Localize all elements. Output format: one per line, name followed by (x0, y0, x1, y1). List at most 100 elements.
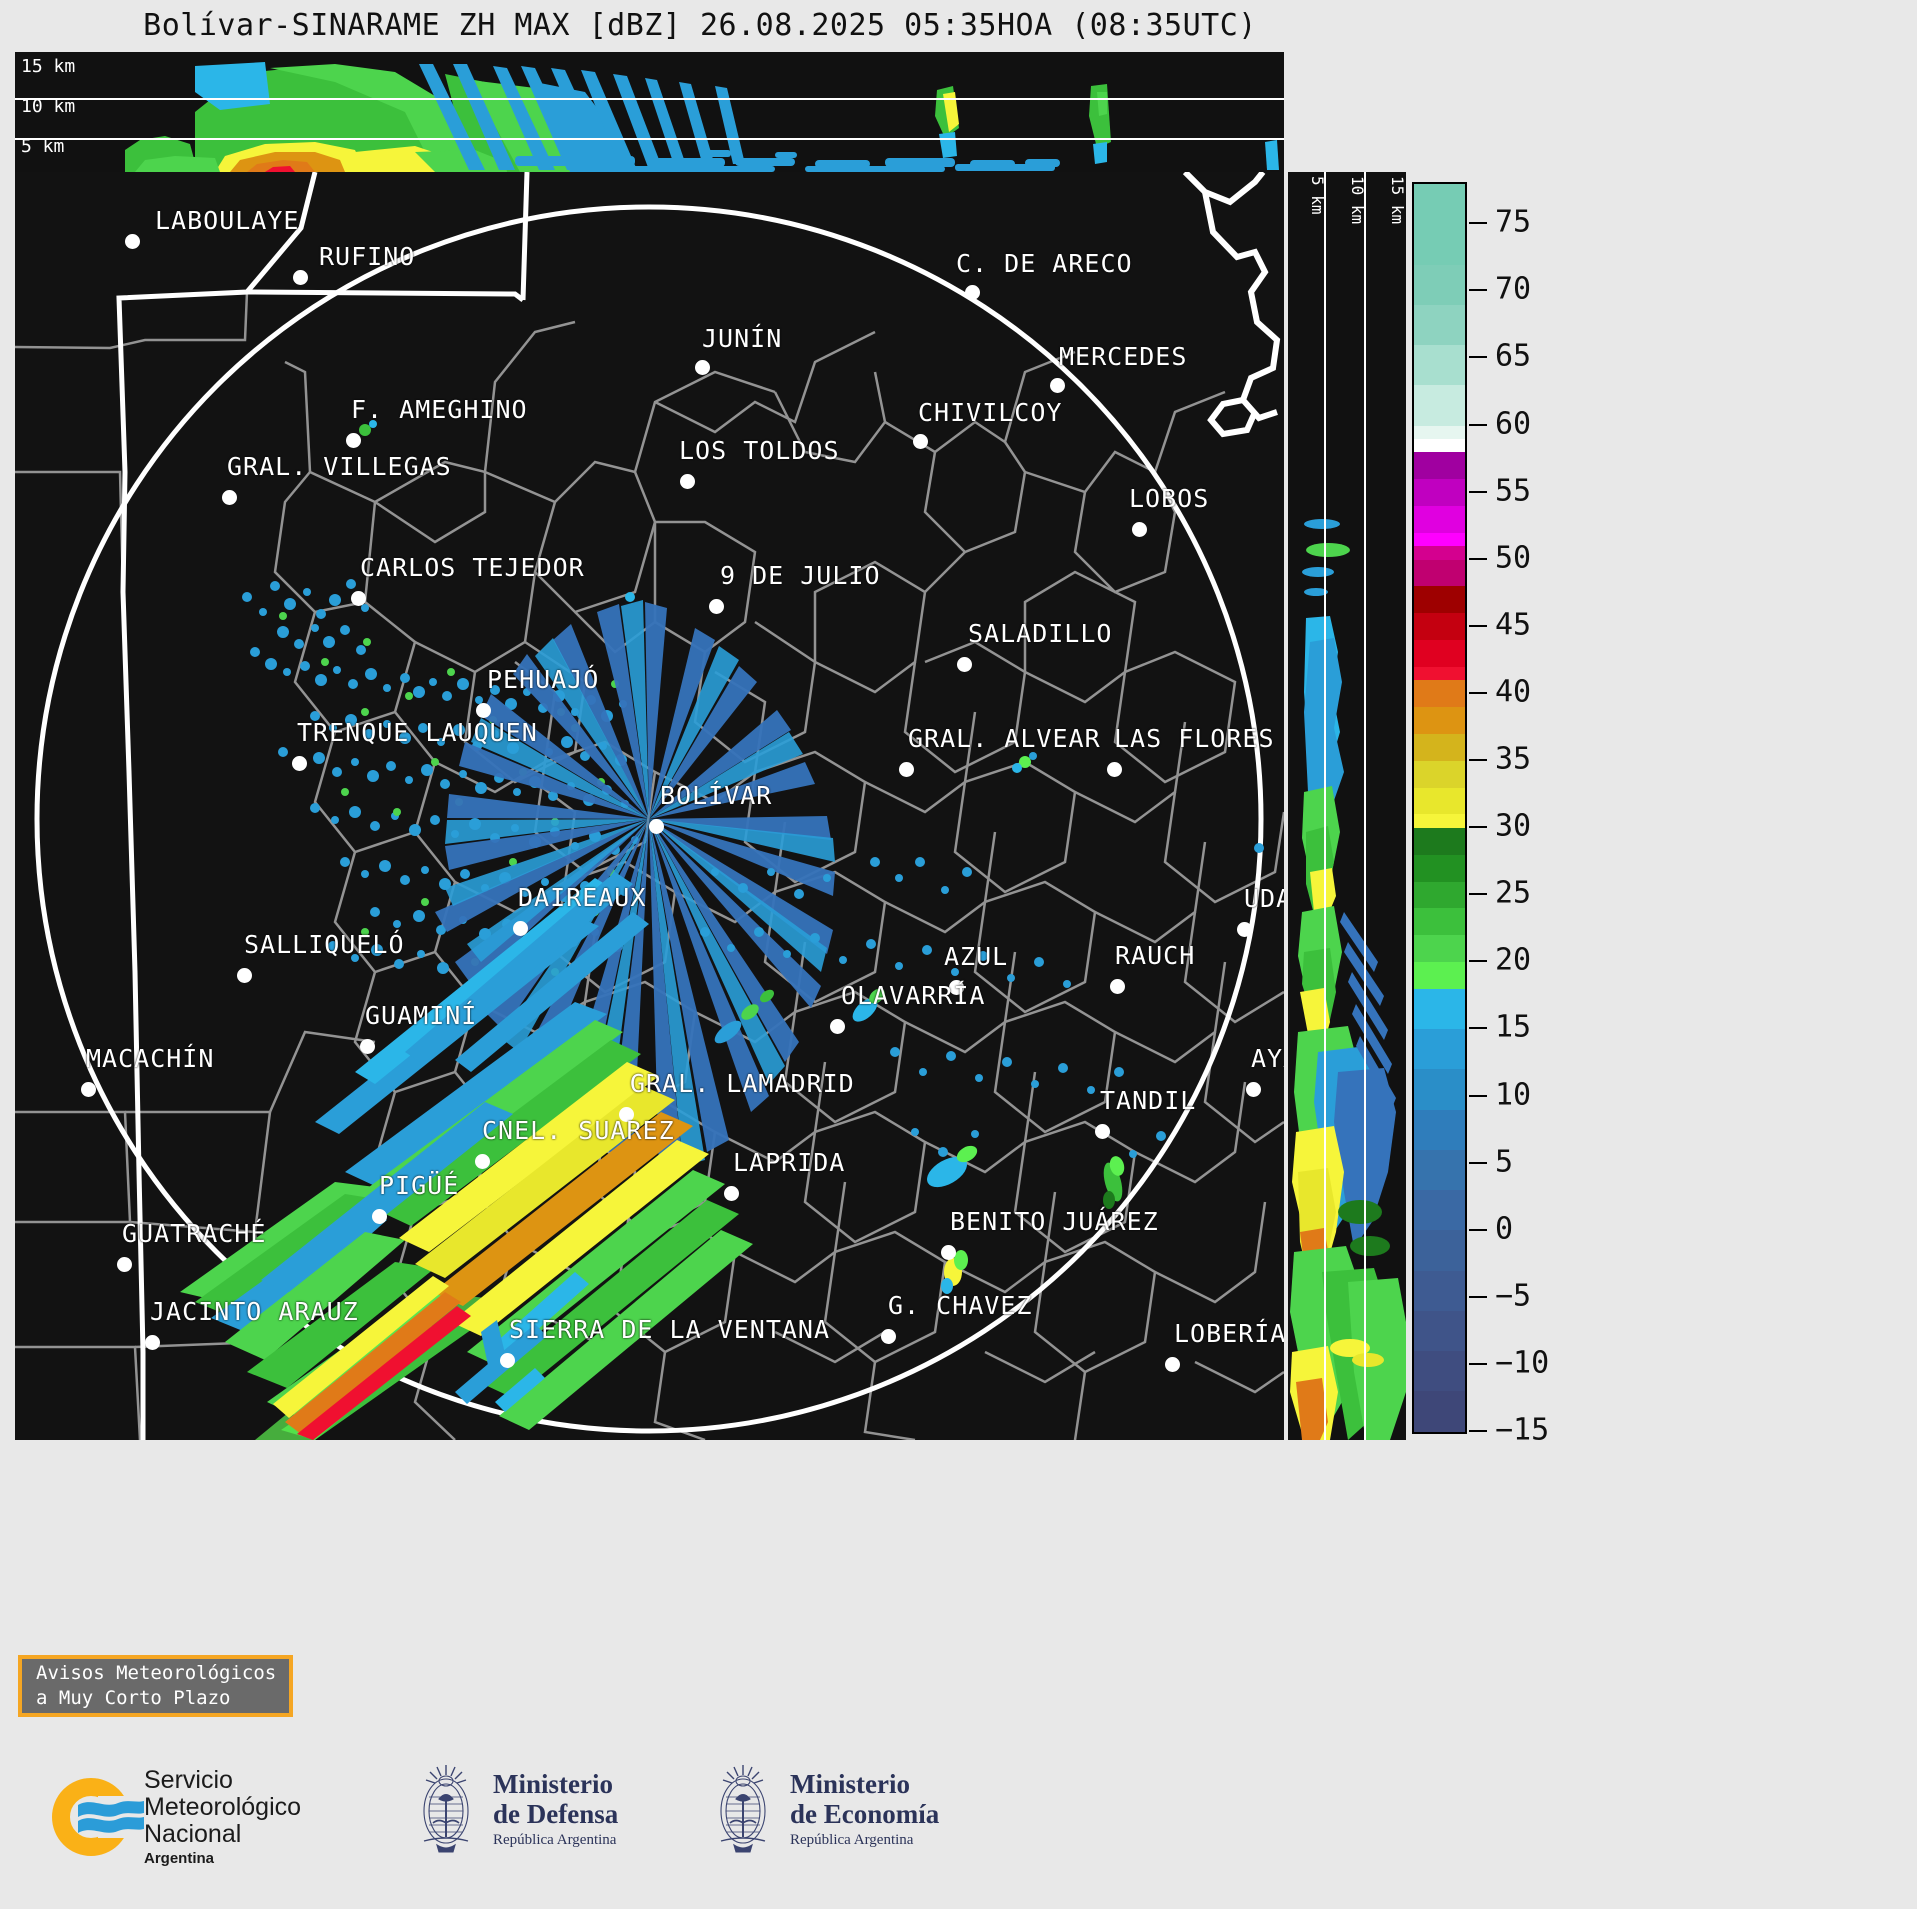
argentina-coat-of-arms-icon (720, 1765, 766, 1853)
city-label: CHIVILCOY (918, 398, 1063, 427)
city-dot-icon (941, 1245, 956, 1260)
city-label: BOLÍVAR (660, 781, 773, 810)
colorbar-tick-label: 65 (1495, 338, 1532, 374)
colorbar-segment (1414, 988, 1465, 1030)
vsec-5km-line (1324, 172, 1326, 1440)
city-label: TRENQUE LAUQUEN (297, 718, 538, 747)
colorbar-segment (1414, 1109, 1465, 1150)
colorbar-tick (1469, 691, 1487, 694)
colorbar-segment (1414, 385, 1465, 426)
colorbar-segment (1414, 680, 1465, 708)
city-dot-icon (125, 234, 140, 249)
colorbar-tick-label: 40 (1495, 674, 1532, 710)
economia-subtitle: República Argentina (790, 1832, 914, 1848)
city-label: MERCEDES (1059, 342, 1188, 371)
smn-subtitle: Argentina (144, 1850, 215, 1867)
colorbar-tick-label: 10 (1495, 1077, 1532, 1113)
city-label: AZUL (944, 942, 1009, 971)
city-label: LOBERÍA (1174, 1319, 1284, 1348)
colorbar-tick-label: 35 (1495, 741, 1532, 777)
radar-map-panel[interactable]: LABOULAYE RUFINO C. DE ARECO JUNÍN MERCEDES F… (15, 172, 1284, 1440)
legend-line-1: Avisos Meteorológicos (36, 1662, 277, 1684)
colorbar-tick-label: −10 (1495, 1345, 1550, 1381)
colorbar-tick (1469, 490, 1487, 493)
colorbar-segment (1414, 1149, 1465, 1191)
xsec-label-15km: 15 km (21, 56, 76, 77)
city-label: GRAL. ALVEAR (908, 724, 1101, 753)
alerts-legend-box[interactable]: Avisos Meteorológicos a Muy Corto Plazo (18, 1655, 293, 1717)
colorbar-tick (1469, 1094, 1487, 1097)
city-label: LAPRIDA (733, 1148, 846, 1177)
city-dot-icon (360, 1039, 375, 1054)
colorbar-tick (1469, 356, 1487, 359)
colorbar-segment (1414, 438, 1465, 453)
colorbar-segment (1414, 908, 1465, 936)
colorbar-tick-label: 70 (1495, 271, 1532, 307)
colorbar-segment (1414, 962, 1465, 989)
vsec-label-10km: 10 km (1348, 176, 1367, 225)
ministerio-economia-logo: Ministerio de Economía República Argenti… (712, 1761, 939, 1857)
economia-line-1: Ministerio (790, 1769, 910, 1799)
city-dot-icon (1246, 1082, 1261, 1097)
city-dot-icon (237, 968, 252, 983)
city-label: PEHUAJÓ (487, 665, 600, 694)
city-dot-icon (724, 1186, 739, 1201)
city-dot-icon (680, 474, 695, 489)
colorbar-tick (1469, 624, 1487, 627)
city-label: CNEL. SUAREZ (482, 1116, 675, 1145)
cross-section-right-panel: 5 km 10 km 15 km (1288, 172, 1406, 1440)
city-dot-icon (913, 434, 928, 449)
city-dot-icon (81, 1082, 96, 1097)
smn-mark-icon (52, 1778, 144, 1856)
colorbar-segment (1414, 707, 1465, 734)
smn-logo: Servicio Meteorológico Nacional Argentin… (52, 1767, 301, 1867)
city-label: F. AMEGHINO (351, 395, 528, 424)
colorbar-tick (1469, 557, 1487, 560)
colorbar-segment (1414, 881, 1465, 909)
city-dot-icon (351, 591, 366, 606)
city-dot-icon (695, 360, 710, 375)
colorbar-segment (1414, 1310, 1465, 1352)
city-dot-icon (619, 1107, 634, 1122)
colorbar (1412, 182, 1467, 1434)
colorbar-segment (1414, 264, 1465, 305)
colorbar-tick (1469, 222, 1487, 225)
colorbar-segment (1414, 1029, 1465, 1070)
colorbar-tick (1469, 826, 1487, 829)
colorbar-tick-label: 20 (1495, 942, 1532, 978)
city-dot-icon (145, 1335, 160, 1350)
colorbar-segment (1414, 479, 1465, 506)
colorbar-segment (1414, 1230, 1465, 1271)
city-label: OLAVARRÍA (841, 981, 986, 1010)
city-label: MACACHÍN (86, 1044, 215, 1073)
city-dot-icon (1095, 1124, 1110, 1139)
city-label: LAS FLORES (1114, 724, 1275, 753)
city-label: GRAL. VILLEGAS (227, 452, 452, 481)
colorbar-ticks: 75 70 65 60 55 50 45 40 35 30 25 20 15 10 5 0 −5 −10 −15 (1469, 182, 1669, 1448)
vsec-label-5km: 5 km (1308, 176, 1327, 215)
defensa-line-1: Ministerio (493, 1769, 613, 1799)
colorbar-segment (1414, 1351, 1465, 1392)
colorbar-segment (1414, 586, 1465, 614)
colorbar-segment (1414, 559, 1465, 587)
city-label: LABOULAYE (155, 206, 300, 235)
defensa-subtitle: República Argentina (493, 1832, 617, 1848)
city-label: G. CHAVEZ (888, 1291, 1033, 1320)
smn-line-3: Nacional (144, 1820, 242, 1848)
smn-line-2: Meteorológico (144, 1793, 302, 1821)
cross-section-top-panel: 15 km 10 km 5 km (15, 52, 1284, 172)
colorbar-tick (1469, 289, 1487, 292)
colorbar-tick-label: 5 (1495, 1144, 1514, 1180)
city-label: PIGÜÉ (379, 1171, 460, 1200)
city-dot-icon (372, 1209, 387, 1224)
xsec-10km-line (15, 98, 1284, 100)
city-label: GUATRACHÉ (122, 1219, 267, 1248)
colorbar-segment (1414, 304, 1465, 346)
colorbar-tick (1469, 1161, 1487, 1164)
city-label: CARLOS TEJEDOR (360, 553, 585, 582)
city-label: 9 DE JULIO (720, 561, 881, 590)
city-dot-icon (475, 1154, 490, 1169)
colorbar-segment (1414, 1391, 1465, 1432)
city-label: TANDIL (1100, 1086, 1197, 1115)
xsec-label-5km: 5 km (21, 136, 65, 157)
